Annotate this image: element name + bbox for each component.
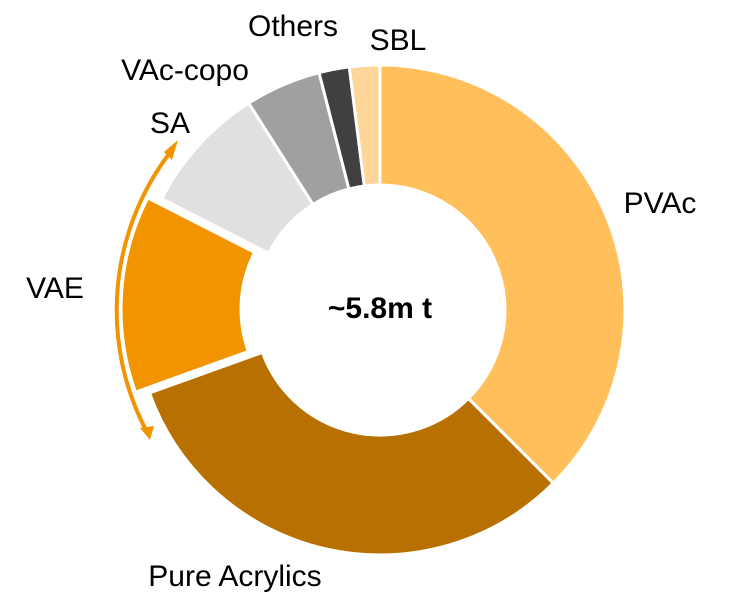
slice-label: PVAc — [624, 187, 697, 220]
slice-label: VAc-copo — [121, 54, 249, 87]
slice-label: Pure Acrylics — [148, 560, 321, 593]
slice — [147, 350, 556, 557]
center-label: ~5.8m t — [328, 292, 432, 325]
slice-label: SBL — [370, 24, 427, 57]
arrow — [114, 148, 174, 435]
slice-label: VAE — [26, 272, 84, 305]
slice — [347, 63, 382, 188]
slice — [378, 63, 627, 486]
slices — [119, 63, 627, 557]
slice — [119, 195, 257, 395]
slice-label: Others — [248, 10, 338, 43]
arrow-head — [164, 140, 178, 160]
slice-label: SA — [150, 107, 190, 140]
arrow-head — [140, 426, 154, 440]
